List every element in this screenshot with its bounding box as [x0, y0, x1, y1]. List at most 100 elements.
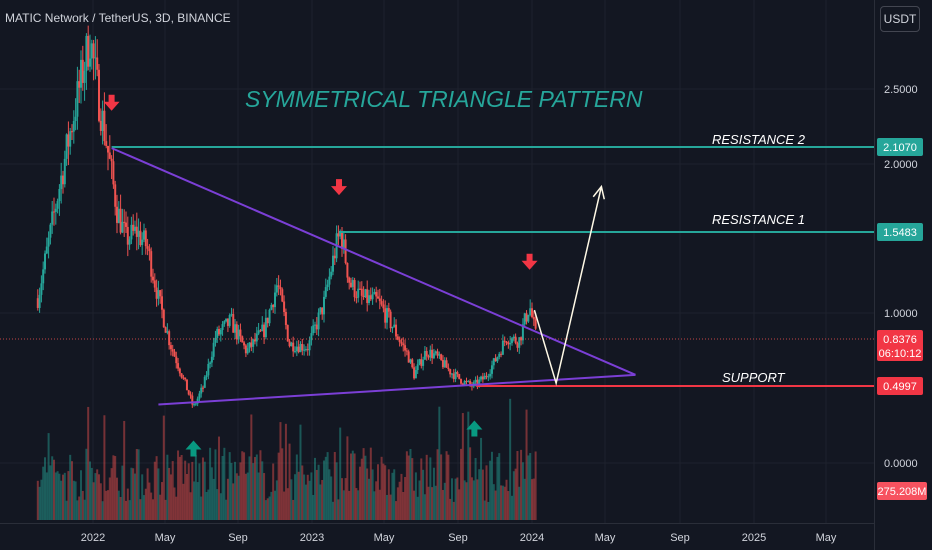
candle	[395, 324, 398, 337]
candle	[226, 318, 229, 326]
volume-bar	[60, 480, 63, 520]
candle	[366, 289, 369, 303]
candle	[221, 324, 224, 330]
candle	[407, 351, 410, 363]
volume-bar	[529, 453, 532, 520]
candle	[153, 280, 156, 288]
currency-button[interactable]: USDT	[880, 6, 920, 32]
volume-bar	[369, 447, 372, 520]
candle	[207, 363, 210, 376]
candle	[387, 308, 390, 312]
candle	[164, 327, 167, 333]
volume-bar	[501, 485, 504, 520]
candle	[98, 69, 100, 121]
candle	[324, 287, 327, 297]
volume-bar	[87, 406, 90, 520]
volume-bar	[341, 478, 343, 520]
candle	[144, 230, 147, 247]
candle	[210, 356, 213, 363]
volume-bar	[53, 459, 55, 520]
volume-bar	[270, 491, 273, 520]
volume-bar	[218, 436, 221, 520]
volume-bar	[326, 452, 329, 520]
candle	[76, 81, 79, 117]
volume-bar	[74, 481, 77, 520]
volume-bar	[134, 473, 136, 520]
volume-bar	[191, 461, 194, 520]
candle	[218, 328, 221, 335]
candle	[116, 206, 118, 223]
volume-bar	[456, 477, 459, 520]
volume-bar	[443, 482, 446, 520]
volume-bar	[123, 420, 126, 520]
volume-bar	[420, 458, 423, 520]
candle	[78, 81, 81, 88]
volume-bar	[112, 455, 115, 520]
candle	[152, 276, 154, 281]
candle	[178, 368, 181, 374]
candle	[119, 208, 122, 233]
candle	[330, 271, 333, 277]
candle	[135, 226, 138, 237]
volume-bar	[266, 498, 269, 520]
volume-bar	[319, 484, 322, 520]
volume-bar	[384, 465, 387, 520]
volume-bar	[423, 494, 426, 520]
candle	[266, 317, 269, 324]
volume-bar	[259, 450, 262, 520]
candle	[398, 339, 401, 343]
volume-bar	[173, 487, 176, 520]
candle	[507, 342, 510, 345]
candle	[449, 369, 452, 375]
volume-bar	[414, 472, 417, 520]
volume-bar	[65, 500, 68, 520]
volume-bar	[427, 486, 430, 520]
candle	[427, 356, 430, 358]
volume-bar	[447, 454, 450, 520]
volume-bar	[56, 471, 59, 520]
candle	[121, 221, 124, 233]
volume-bar	[244, 473, 247, 520]
up-arrow-marker	[466, 420, 483, 437]
candle	[123, 221, 126, 223]
candle	[168, 331, 171, 346]
y-tick-label: 1.0000	[884, 308, 918, 320]
candle	[529, 308, 532, 315]
candle	[375, 291, 378, 297]
volume-bar	[346, 436, 349, 520]
volume-bar	[116, 477, 118, 520]
volume-bar	[83, 499, 86, 520]
volume-bar	[98, 474, 100, 520]
candle	[440, 354, 443, 360]
candle	[384, 308, 387, 323]
volume-bar	[450, 478, 453, 520]
candle	[107, 145, 109, 153]
candle	[253, 339, 256, 342]
volume-bar	[523, 478, 526, 520]
volume-bar	[171, 461, 174, 520]
volume-bar	[509, 398, 512, 520]
candle	[337, 233, 340, 237]
volume-bar	[230, 462, 233, 520]
candle	[299, 344, 302, 353]
volume-bar	[299, 424, 302, 520]
candle	[283, 301, 286, 313]
candle	[87, 35, 90, 67]
candle	[490, 365, 493, 374]
candle	[382, 304, 385, 309]
candle	[155, 287, 158, 299]
volume-bar	[107, 490, 109, 520]
volume-bar	[155, 456, 158, 520]
volume-bar	[425, 454, 428, 520]
candle	[286, 325, 289, 342]
candle	[169, 345, 172, 350]
candle	[317, 312, 320, 330]
volume-bar	[63, 472, 66, 520]
volume-bar	[253, 457, 256, 520]
candle	[255, 333, 258, 342]
down-arrow-marker	[521, 253, 538, 270]
volume-bar	[137, 449, 140, 520]
volume-bar	[187, 463, 190, 520]
y-tick-label: 2.5000	[884, 84, 918, 96]
